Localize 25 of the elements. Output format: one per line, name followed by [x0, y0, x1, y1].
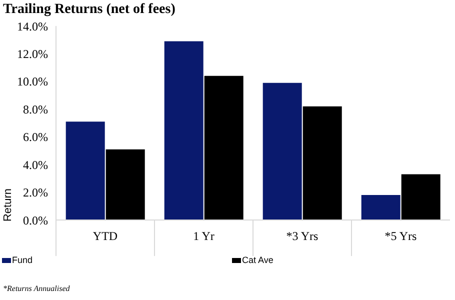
y-tick-label: 0.0%	[23, 213, 48, 228]
x-tick-label: *5 Yrs	[384, 229, 418, 243]
y-tick-label: 4.0%	[23, 158, 48, 172]
legend-label: Cat Ave	[241, 255, 274, 265]
bar	[204, 76, 244, 220]
bar	[262, 82, 302, 220]
chart-title: Trailing Returns (net of fees)	[3, 2, 176, 18]
x-tick-label: 1 Yr	[193, 229, 214, 243]
bar	[66, 122, 105, 220]
bar	[164, 41, 204, 220]
y-axis-title: Return	[2, 187, 14, 224]
text: *Returns Annualised	[3, 284, 70, 293]
y-tick-label: 10.0%	[17, 74, 48, 89]
bar	[401, 174, 440, 220]
y-tick-label: 2.0%	[23, 186, 48, 200]
legend-label: Fund	[11, 255, 33, 265]
x-tick-label: *3 Yrs	[286, 229, 319, 243]
y-tick-label: 8.0%	[23, 102, 48, 116]
y-tick-label: 14.0%	[17, 19, 48, 34]
bar	[361, 195, 400, 220]
bar	[106, 149, 145, 220]
x-tick-label: YTD	[92, 229, 118, 243]
y-tick-label: 12.0%	[17, 46, 48, 61]
y-tick-label: 6.0%	[23, 130, 48, 144]
bar	[302, 106, 342, 220]
